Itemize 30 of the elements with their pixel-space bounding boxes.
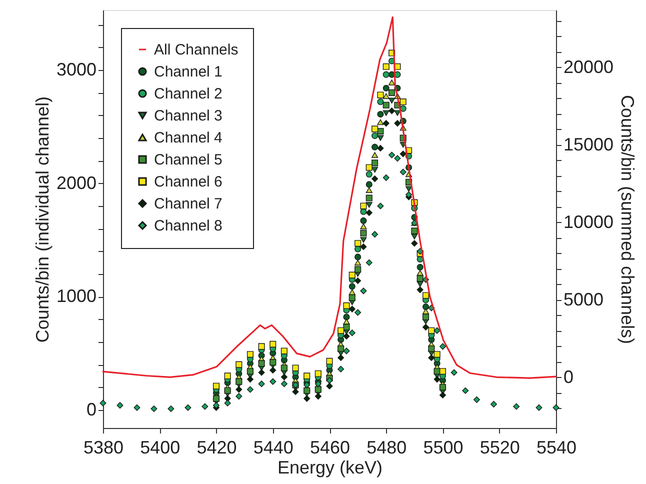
y-tick-label: 1000 (56, 286, 96, 306)
x-tick-label: 5420 (196, 438, 237, 458)
x-axis-title: Energy (keV) (277, 458, 383, 478)
y-tick-label: 2000 (56, 172, 96, 193)
x-tick-label: 5480 (366, 438, 407, 458)
y-tick-label: 0 (86, 399, 96, 420)
legend-label: Channel 3 (154, 108, 222, 124)
legend-label: Channel 6 (154, 174, 222, 190)
y2-tick-label: 15000 (564, 134, 614, 154)
legend-label: Channel 4 (154, 130, 222, 146)
legend-label: Channel 2 (154, 86, 222, 102)
y-tick-label: 3000 (56, 60, 96, 80)
y2-tick-label: 0 (564, 366, 574, 387)
y2-tick-label: 10000 (564, 212, 614, 232)
x-tick-label: 5520 (480, 438, 520, 458)
legend-label: All Channels (154, 42, 238, 58)
x-tick-label: 5400 (140, 438, 180, 458)
x-tick-label: 5540 (536, 438, 577, 458)
legend-label: Channel 5 (154, 152, 222, 168)
legend-label: Channel 1 (154, 64, 222, 80)
x-tick-label: 5440 (253, 438, 294, 458)
x-tick-label: 5460 (310, 438, 350, 458)
y2-tick-label: 20000 (564, 56, 614, 77)
y-axis-title: Counts/bin (individual channel) (32, 96, 52, 343)
y2-tick-label: 5000 (564, 289, 604, 310)
legend-label: Channel 8 (154, 218, 222, 234)
x-tick-label: 5380 (83, 438, 124, 458)
x-tick-label: 5500 (423, 438, 464, 458)
y2-axis-title: Counts/bin (summed channels) (618, 94, 638, 344)
legend-label: Channel 7 (154, 196, 222, 212)
